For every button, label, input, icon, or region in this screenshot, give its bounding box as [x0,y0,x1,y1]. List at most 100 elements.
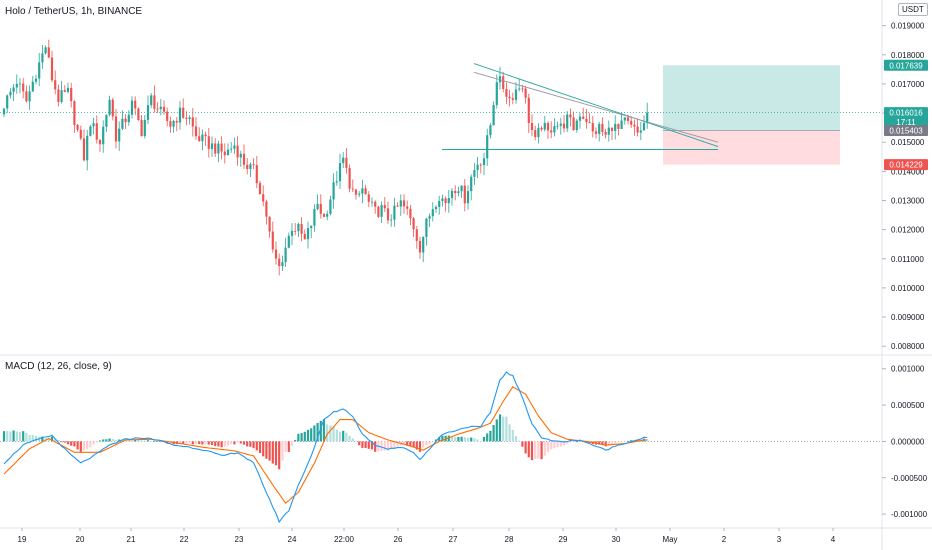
macd-histogram-bar [121,439,124,442]
macd-histogram-bar [182,441,185,445]
candle [399,200,402,207]
candle [194,126,198,137]
macd-histogram-bar [156,441,159,442]
macd-histogram-bar [364,441,367,448]
candle [412,218,415,230]
macd-histogram-bar [255,441,258,451]
macd-histogram-bar [511,429,514,442]
macd-histogram-bar [457,436,460,442]
target-price-badge: 0.017639 [889,61,923,70]
macd-histogram-bar [390,441,393,449]
candle [9,91,12,96]
candle [166,111,169,122]
macd-histogram-bar [54,438,57,442]
candle [294,230,297,232]
price-axis-label: 0.018000 [891,51,925,60]
candle [562,123,566,129]
price-axis-label: 0.012000 [891,226,925,235]
macd-histogram-bar [521,441,524,447]
candle [537,127,540,138]
macd-histogram-bar [41,436,44,442]
macd-histogram-bar [518,440,521,442]
macd-histogram-bar [82,441,86,451]
macd-histogram-bar [9,431,12,442]
macd-histogram-bar [290,441,294,446]
candle [415,229,418,241]
candle [188,117,191,120]
currency-selector[interactable]: USDT [898,3,928,16]
candle [92,123,95,127]
macd-indicator-label[interactable]: MACD (12, 26, close, 9) [5,361,112,372]
macd-histogram-bar [166,441,169,444]
candle [150,95,153,106]
trendline-upper-2 [473,71,719,143]
candle [572,117,575,131]
candle [207,136,210,149]
candle [335,181,338,183]
macd-histogram-bar [73,441,76,447]
price-axis-label: 0.011000 [891,255,924,264]
candle [310,225,313,229]
candle [476,164,479,171]
macd-histogram-bar [479,441,482,442]
time-axis-label: 26 [394,535,403,544]
macd-histogram-bar [604,441,607,447]
macd-histogram-bar [108,438,111,442]
macd-histogram-bar [239,441,242,444]
macd-histogram-bar [252,441,255,449]
macd-axis-label: -0.001000 [891,510,928,519]
candle [54,80,57,90]
time-axis-label: 19 [18,535,27,544]
candle [588,122,591,124]
candle [505,88,508,97]
macd-histogram-bar [223,441,226,447]
candle [223,151,226,156]
candle [486,135,489,159]
candle [60,90,63,102]
macd-histogram-bar [466,437,470,442]
macd-histogram-bar [534,441,537,459]
candle [422,236,425,253]
candle [358,193,361,195]
candle [79,129,82,139]
macd-histogram-bar [546,441,550,453]
candle [198,136,201,142]
macd-histogram-bar [402,441,406,446]
macd-histogram-bar [310,428,313,442]
time-axis-label: 2 [722,535,727,544]
macd-histogram-bar [233,441,236,445]
macd-histogram-bar [226,441,230,446]
candle [617,123,620,129]
macd-histogram-bar [86,441,89,449]
candle [70,87,73,102]
macd-histogram-bar [617,441,620,443]
candle [614,123,617,131]
candle [444,198,447,204]
candle [604,131,607,135]
candle [271,231,274,250]
target-price-badge-bg [884,59,928,71]
macd-histogram-bar [50,436,54,442]
candle [527,97,530,123]
candle [89,126,92,136]
candle [447,197,450,204]
candle [457,191,460,194]
macd-axis-label: -0.000500 [891,474,928,483]
candle [22,83,25,92]
candle [114,116,118,142]
candle [252,164,255,166]
time-axis-label: May [662,535,677,544]
candle [585,118,588,123]
macd-axis-label: 0.000500 [891,401,925,410]
macd-histogram-bar [89,441,92,448]
candle [466,191,470,204]
time-axis-label: 27 [449,535,458,544]
candle [380,205,383,217]
candle [214,143,217,154]
candle [550,130,553,133]
candle [367,194,370,202]
candle [402,200,406,207]
macd-histogram-bar [34,435,38,442]
macd-histogram-bar [102,439,105,442]
